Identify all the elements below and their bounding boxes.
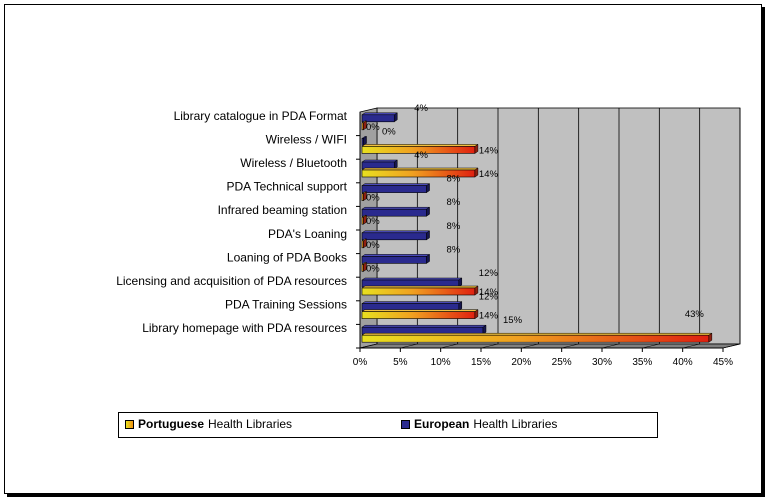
x-tick-label: 40% — [673, 357, 693, 368]
bar-european — [361, 230, 431, 241]
data-label-portuguese: 0% — [366, 193, 380, 204]
legend-label-portuguese-bold: Portuguese — [138, 417, 205, 431]
x-tick-label: 10% — [431, 357, 451, 368]
legend: Portuguese Health Libraries European Hea… — [118, 412, 658, 438]
data-label-european: 12% — [479, 292, 499, 303]
floor-gridline — [601, 343, 620, 349]
category-label: Licensing and acquisition of PDA resourc… — [116, 274, 347, 288]
bar-european — [361, 135, 368, 146]
data-label-portuguese: 0% — [366, 240, 380, 251]
bar-portuguese — [361, 120, 368, 131]
data-label-european: 4% — [414, 103, 428, 114]
data-label-portuguese: 14% — [479, 311, 499, 322]
category-label: Wireless / WIFI — [266, 132, 347, 146]
x-tick-label: 20% — [511, 357, 531, 368]
data-label-european: 8% — [447, 197, 461, 208]
data-label-european: 0% — [382, 126, 396, 137]
bar-european — [361, 277, 463, 288]
x-tick-label: 5% — [393, 357, 408, 368]
floor-gridline — [682, 343, 700, 349]
category-label: Library homepage with PDA resources — [142, 321, 347, 335]
bar-portuguese — [361, 238, 368, 249]
value-axis: 0% 5% 10% 15% 20% 25% 30% 35% 40% 45% — [353, 348, 733, 368]
bar-european — [361, 159, 399, 170]
floor-gridline — [722, 343, 741, 349]
legend-label-european: Health Libraries — [473, 417, 558, 431]
data-label-portuguese: 14% — [479, 287, 499, 298]
bar-european — [361, 324, 487, 335]
bar-portuguese — [361, 285, 479, 296]
data-label-portuguese: 14% — [479, 169, 499, 180]
category-axis: Library catalogue in PDA Format Wireless … — [116, 109, 360, 349]
x-tick-label: 0% — [353, 357, 368, 368]
data-label-portuguese: 0% — [366, 122, 380, 133]
legend-swatch-portuguese — [125, 419, 134, 429]
data-label-european: 8% — [447, 221, 461, 232]
x-tick-label: 35% — [632, 357, 652, 368]
legend-label-portuguese: Health Libraries — [208, 417, 293, 431]
floor-gridline — [440, 343, 458, 349]
floor-gridline — [642, 343, 660, 349]
bars — [361, 112, 713, 343]
data-label-portuguese: 43% — [685, 309, 705, 320]
data-label-european: 8% — [447, 174, 461, 185]
category-label: PDA Training Sessions — [225, 298, 347, 312]
legend-item-portuguese: Portuguese Health Libraries — [125, 417, 292, 431]
x-tick-label: 45% — [713, 357, 733, 368]
data-labels: 4%0% 0%14%4%14%8%0% 8%0% 8%0% 8%0% 12%14%12%1… — [366, 103, 704, 326]
bar-european — [361, 253, 431, 264]
bar-portuguese — [361, 143, 479, 154]
bar-portuguese — [361, 261, 368, 272]
bar-portuguese — [361, 214, 368, 225]
data-label-european: 8% — [447, 244, 461, 255]
legend-label-european-bold: European — [414, 417, 470, 431]
legend-item-european: European Health Libraries — [401, 417, 557, 431]
x-tick-label: 25% — [552, 357, 572, 368]
category-label: PDA Technical support — [226, 180, 347, 194]
category-label: PDA's Loaning — [268, 227, 347, 241]
bar-european — [361, 206, 431, 217]
legend-swatch-european — [401, 419, 410, 429]
category-label: Library catalogue in PDA Format — [174, 109, 348, 123]
bar-portuguese — [361, 309, 479, 320]
x-tick-label: 15% — [471, 357, 491, 368]
plot-floor — [359, 343, 741, 349]
floor-gridline — [400, 343, 418, 349]
floor-gridline — [521, 343, 539, 349]
data-label-european: 12% — [479, 268, 499, 279]
bar-portuguese — [361, 191, 368, 202]
category-label: Loaning of PDA Books — [227, 250, 347, 264]
data-label-european: 15% — [503, 315, 523, 326]
floor-gridline — [561, 343, 579, 349]
bar-european — [361, 301, 463, 312]
x-tick-label: 30% — [592, 357, 612, 368]
data-label-european: 4% — [414, 150, 428, 161]
bar-european — [361, 183, 431, 194]
bar-portuguese — [361, 167, 479, 178]
data-label-portuguese: 0% — [366, 263, 380, 274]
floor-gridline — [480, 343, 499, 349]
category-label: Infrared beaming station — [218, 203, 347, 217]
category-label: Wireless / Bluetooth — [240, 156, 347, 170]
data-label-portuguese: 14% — [479, 145, 499, 156]
bar-european — [361, 112, 399, 123]
bar-portuguese — [361, 332, 713, 343]
data-label-portuguese: 0% — [366, 216, 380, 227]
